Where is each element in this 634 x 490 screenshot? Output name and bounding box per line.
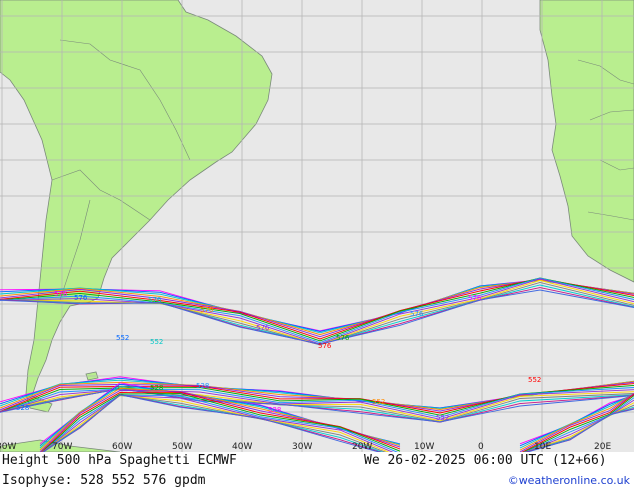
coordinate-grid bbox=[0, 0, 634, 452]
ensemble-contour-line bbox=[519, 393, 634, 452]
longitude-label: 70W bbox=[52, 442, 72, 452]
isophyse-label: Isophyse: 528 552 576 gpdm bbox=[2, 473, 206, 488]
ensemble-contour-line bbox=[42, 394, 381, 452]
ensemble-contour-line bbox=[0, 277, 634, 344]
footer-row-2: Isophyse: 528 552 576 gpdm ©weatheronlin… bbox=[0, 472, 634, 490]
longitude-label: 40W bbox=[232, 442, 252, 452]
longitude-label: 10E bbox=[534, 442, 551, 452]
valid-datetime: We 26-02-2025 06:00 UTC (12+66) bbox=[364, 453, 607, 468]
ensemble-contour-line bbox=[519, 393, 634, 451]
ensemble-contour-line bbox=[42, 395, 394, 452]
ensemble-contour-line bbox=[521, 393, 634, 452]
contour-labels: 576 576 576 576 576 576 576 576 576 552 552 552 552 5… bbox=[16, 290, 541, 422]
contour-label: 576 bbox=[318, 342, 332, 350]
map: 576 576 576 576 576 576 576 576 576 552 552 552 552 5… bbox=[0, 0, 634, 452]
longitude-label: 10W bbox=[414, 442, 434, 452]
ensemble-contour-line bbox=[519, 393, 634, 449]
contour-label: 552 bbox=[150, 338, 163, 346]
longitude-label: 0 bbox=[478, 442, 484, 452]
longitude-labels: 80W 70W 60W 50W 40W 30W 20W 10W 0 10E 20E bbox=[0, 442, 611, 452]
contour-label: 552 bbox=[436, 414, 449, 422]
ensemble-contour-line bbox=[0, 277, 634, 342]
ensemble-contour-line bbox=[524, 399, 634, 452]
longitude-label: 50W bbox=[172, 442, 192, 452]
ensemble-contour-line bbox=[41, 393, 401, 452]
south-america-landmass bbox=[0, 0, 273, 413]
spaghetti-contours bbox=[0, 277, 634, 452]
contour-label: 576 bbox=[74, 294, 88, 302]
contour-label: 576 bbox=[256, 324, 270, 332]
africa-landmass bbox=[539, 0, 634, 283]
contour-label: 528 bbox=[268, 406, 281, 414]
contour-label: 576 bbox=[148, 296, 162, 304]
ensemble-contour-line bbox=[0, 289, 634, 345]
contour-label: 552 bbox=[116, 334, 129, 342]
ensemble-contour-line bbox=[0, 388, 634, 423]
ensemble-contour-line bbox=[41, 395, 390, 452]
contour-label: 576 bbox=[54, 290, 68, 298]
ensemble-contour-line bbox=[524, 397, 634, 452]
antarctica-landmass bbox=[0, 439, 121, 452]
longitude-label: 30W bbox=[292, 442, 312, 452]
contour-label: 576 bbox=[200, 306, 214, 314]
ensemble-contour-line bbox=[41, 394, 387, 452]
contour-label: 528 bbox=[150, 384, 163, 392]
contour-label: 528 bbox=[196, 382, 209, 390]
contour-label: 576 bbox=[410, 310, 424, 318]
longitude-label: 80W bbox=[0, 442, 16, 452]
ensemble-contour-line bbox=[523, 395, 634, 452]
contour-label: 576 bbox=[468, 294, 482, 302]
contour-label: 552 bbox=[528, 376, 541, 384]
contour-label: 528 bbox=[16, 404, 29, 412]
ensemble-contour-line bbox=[0, 384, 634, 416]
longitude-label: 20W bbox=[352, 442, 372, 452]
contour-label: 576 bbox=[336, 334, 350, 342]
longitude-label: 60W bbox=[112, 442, 132, 452]
ensemble-contour-line bbox=[523, 402, 634, 452]
chart-title: Height 500 hPa Spaghetti ECMWF bbox=[2, 453, 237, 468]
ensemble-contour-line bbox=[0, 383, 634, 414]
ensemble-contour-line bbox=[41, 394, 399, 452]
longitude-label: 20E bbox=[594, 442, 611, 452]
ensemble-contour-line bbox=[526, 408, 634, 452]
ensemble-contour-line bbox=[519, 394, 634, 447]
footer-row-1: Height 500 hPa Spaghetti ECMWF We 26-02-… bbox=[0, 452, 634, 470]
contour-label: 552 bbox=[372, 398, 385, 406]
ensemble-contour-line bbox=[0, 277, 634, 340]
ensemble-contour-line bbox=[0, 387, 634, 418]
country-borders bbox=[51, 39, 634, 301]
credit-link[interactable]: ©weatheronline.co.uk bbox=[507, 474, 630, 487]
